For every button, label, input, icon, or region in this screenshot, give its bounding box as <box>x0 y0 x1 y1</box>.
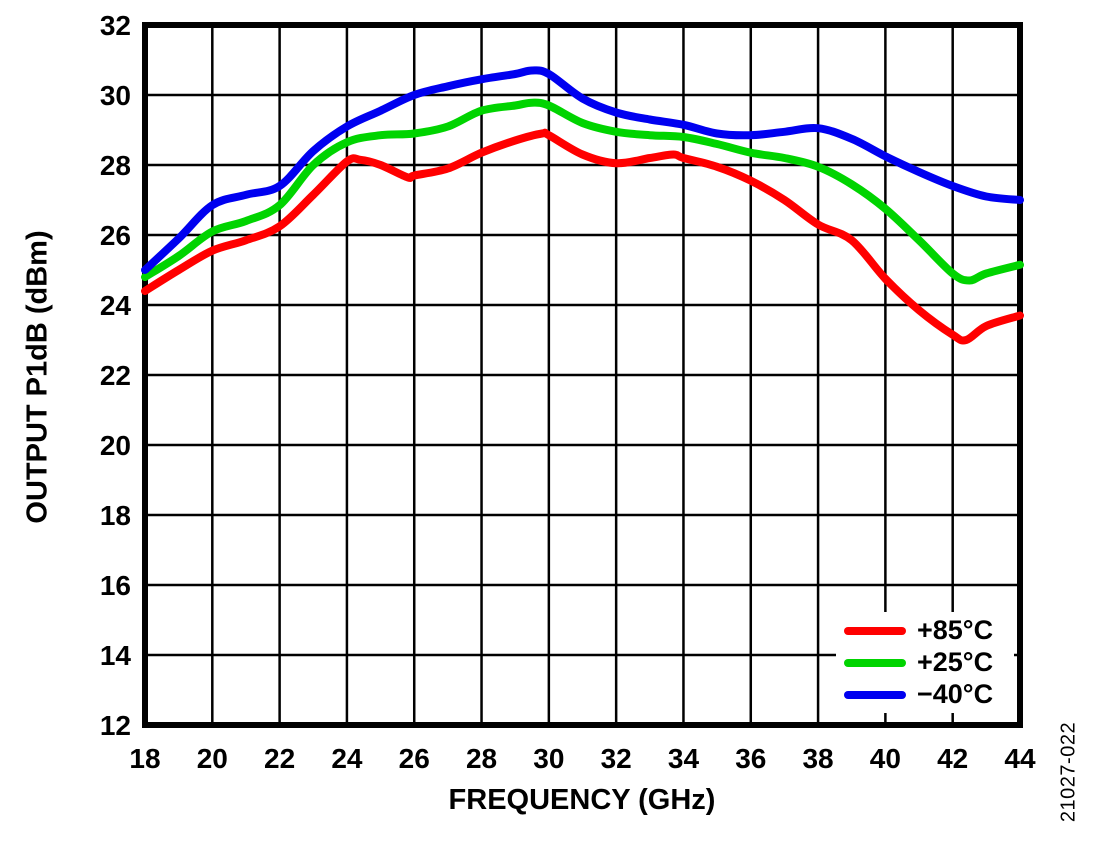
y-tick-label: 20 <box>100 430 131 461</box>
y-tick-label: 32 <box>100 10 131 41</box>
y-axis-title: OUTPUT P1dB (dBm) <box>21 230 54 524</box>
legend-line-blue <box>844 690 906 699</box>
y-tick-label: 24 <box>100 290 132 321</box>
series-line-0 <box>141 128 1024 345</box>
legend: +85°C +25°C −40°C <box>836 612 1014 713</box>
y-tick-label: 22 <box>100 360 131 391</box>
x-tick-label: 22 <box>264 743 295 774</box>
legend-label: −40°C <box>917 679 994 709</box>
legend-item: +25°C <box>844 649 1014 676</box>
x-tick-label: 40 <box>870 743 901 774</box>
y-tick-label: 16 <box>100 570 131 601</box>
x-tick-label: 26 <box>399 743 430 774</box>
x-tick-label: 30 <box>533 743 564 774</box>
x-tick-label: 34 <box>668 743 700 774</box>
x-tick-label: 20 <box>197 743 228 774</box>
x-axis-title: FREQUENCY (GHz) <box>448 784 716 816</box>
series-line-1 <box>141 98 1024 285</box>
legend-item: +85°C <box>844 617 1014 644</box>
legend-label: +25°C <box>917 647 994 677</box>
x-tick-label: 24 <box>331 743 363 774</box>
plot-border <box>142 22 1023 728</box>
y-tick-label: 30 <box>100 80 131 111</box>
x-tick-label: 42 <box>937 743 968 774</box>
x-tick-label: 32 <box>601 743 632 774</box>
x-tick-label: 18 <box>129 743 160 774</box>
y-tick-label: 14 <box>100 640 132 671</box>
y-tick-label: 26 <box>100 220 131 251</box>
legend-label: +85°C <box>917 615 994 645</box>
legend-line-green <box>844 658 906 667</box>
x-tick-label: 38 <box>802 743 833 774</box>
x-tick-label: 44 <box>1004 743 1036 774</box>
y-tick-label: 28 <box>100 150 131 181</box>
x-tick-label: 28 <box>466 743 497 774</box>
series-line-2 <box>141 66 1024 274</box>
legend-line-red <box>844 626 906 635</box>
x-tick-label: 36 <box>735 743 766 774</box>
y-tick-label: 18 <box>100 500 131 531</box>
legend-item: −40°C <box>844 681 1014 708</box>
y-tick-label: 12 <box>100 710 131 741</box>
figure-id-watermark: 21027-022 <box>1057 721 1080 823</box>
